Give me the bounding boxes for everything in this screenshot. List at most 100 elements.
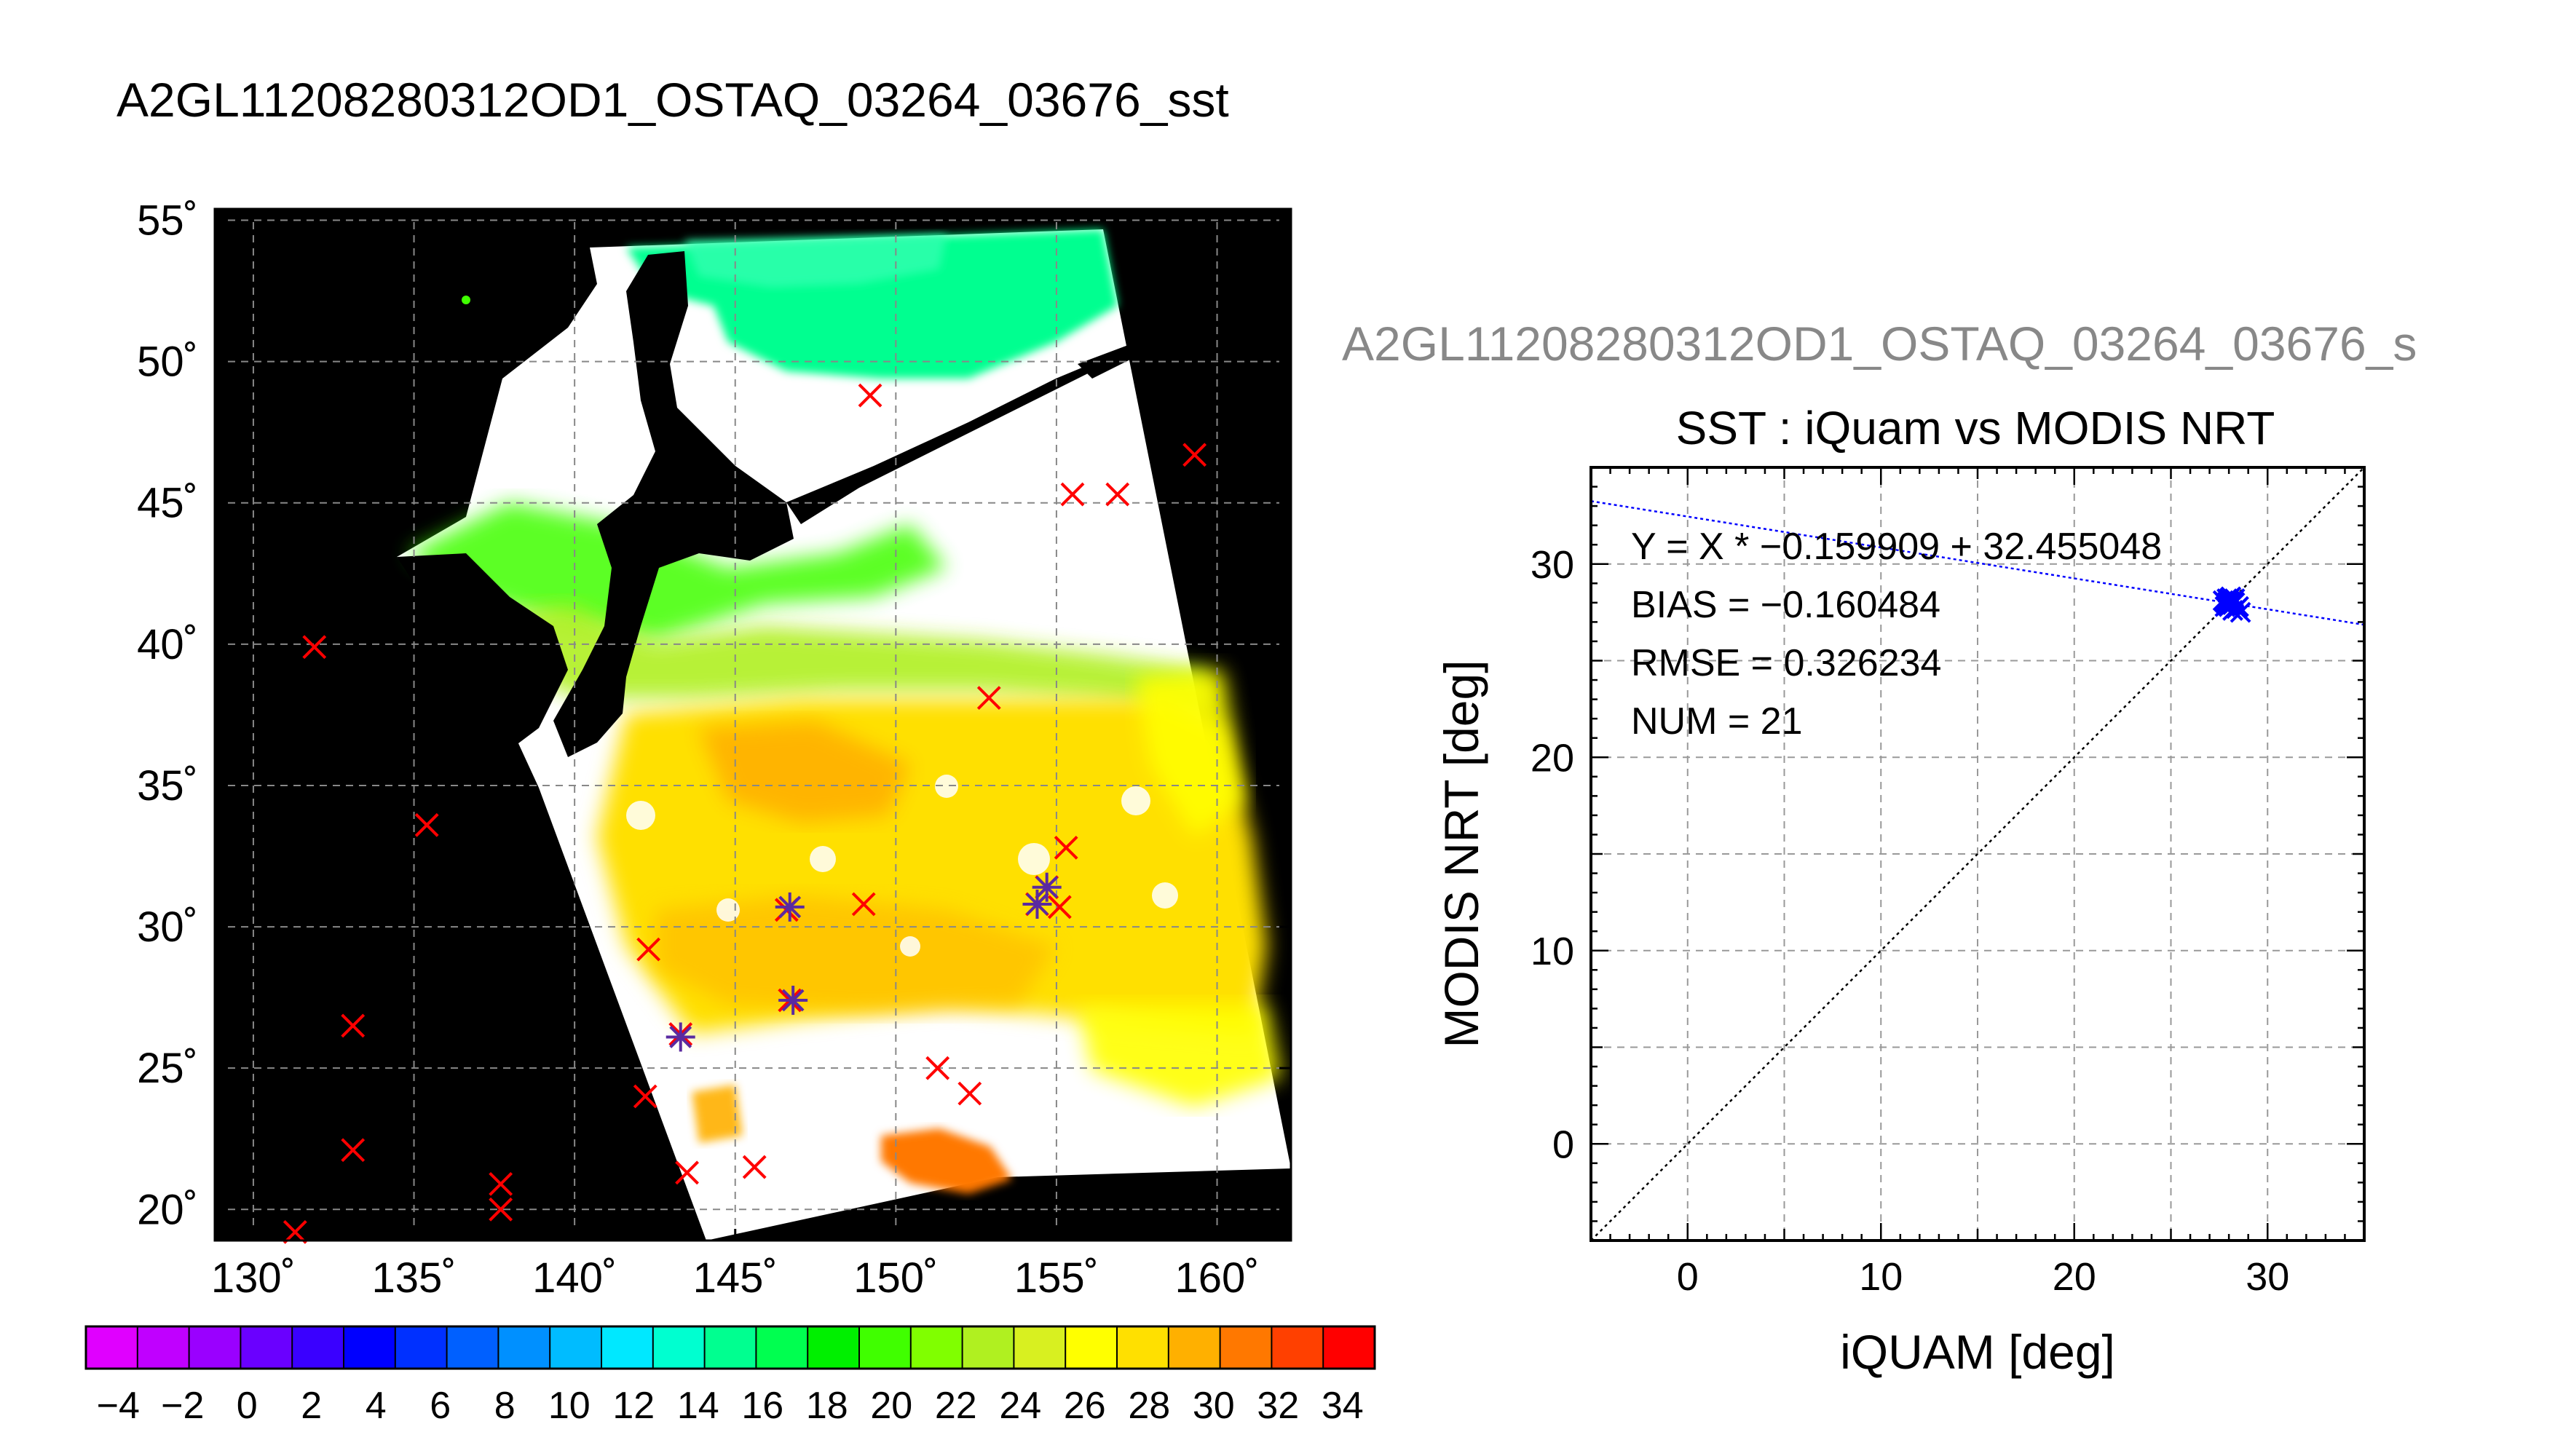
observation-x-marker	[633, 1084, 657, 1109]
colorbar-tick-label: 6	[430, 1385, 451, 1427]
colorbar-tick-label: 8	[494, 1385, 516, 1427]
observation-x-marker	[489, 1197, 513, 1222]
colorbar-tick-label: 30	[1193, 1385, 1235, 1427]
colorbar-cell	[652, 1326, 706, 1369]
land-sakhalin-hokkaido	[553, 251, 794, 757]
observation-markers	[283, 383, 1207, 1244]
colorbar-tick-label: 24	[999, 1385, 1041, 1427]
scatter-x-tick-label: 10	[1859, 1255, 1903, 1299]
matched-star-marker	[778, 986, 808, 1016]
observation-x-marker	[925, 1056, 950, 1080]
y-axis-label: MODIS NRT [deg]	[1434, 660, 1488, 1048]
colorbar-tick-label: −4	[97, 1385, 140, 1427]
scatter-x-tick-label: 20	[2053, 1255, 2096, 1299]
observation-x-marker	[957, 1081, 982, 1106]
sst-region-warm-core	[699, 721, 910, 823]
colorbar-cell	[550, 1326, 602, 1369]
colorbar-cell	[240, 1326, 293, 1369]
colorbar-cell	[1168, 1326, 1221, 1369]
sst-region-mid-lime	[466, 604, 1209, 713]
observation-x-marker	[1182, 443, 1207, 467]
observation-x-marker	[489, 1171, 513, 1196]
colorbar-tick-label: 32	[1257, 1385, 1299, 1427]
scatter-points	[2212, 586, 2251, 623]
marker-stroke	[1026, 893, 1049, 916]
marker-stroke	[489, 1197, 513, 1222]
observation-x-marker	[1047, 895, 1072, 919]
marker-stroke	[858, 383, 882, 408]
longitude-label: 145˚	[693, 1254, 778, 1302]
marker-stroke	[636, 937, 661, 962]
marker-stroke	[283, 1219, 307, 1244]
colorbar-tick-label: 16	[741, 1385, 783, 1427]
latitude-label: 35˚	[137, 762, 198, 810]
scatter-y-tick-label: 10	[1531, 930, 1574, 973]
sst-region-hotspot	[881, 1128, 1012, 1194]
colorbar-cell	[1065, 1326, 1118, 1369]
scatter-y-tick-label: 0	[1552, 1123, 1574, 1166]
marker-stroke	[489, 1171, 513, 1196]
marker-stroke	[302, 635, 327, 660]
scatter-plot: 0 10 20 30 0 10 20 30 Y = X * −0.159909 + 32.45…	[1434, 466, 2366, 1379]
colorbar-cell	[704, 1326, 757, 1369]
land-kuril-line	[786, 342, 1143, 524]
fit-equation: Y = X * −0.159909 + 32.455048	[1631, 526, 2162, 568]
colorbar-tick-label: 28	[1128, 1385, 1170, 1427]
x-axis-label: iQUAM [deg]	[1840, 1325, 2115, 1379]
observation-x-marker	[851, 892, 876, 917]
latitude-label: 55˚	[137, 197, 198, 245]
colorbar-cell	[1117, 1326, 1169, 1369]
longitude-label: 160˚	[1174, 1254, 1259, 1302]
sst-region-hotspot-edge	[692, 1085, 743, 1143]
longitude-label: 130˚	[211, 1254, 296, 1302]
colorbar-tick-label: 18	[806, 1385, 848, 1427]
observation-x-marker	[414, 812, 439, 837]
colorbar-tick-label: 20	[870, 1385, 912, 1427]
colorbar-cell	[137, 1326, 190, 1369]
matched-star-marker	[1032, 872, 1062, 902]
colorbar-cell	[498, 1326, 550, 1369]
colorbar-tick-label: 4	[366, 1385, 387, 1427]
marker-stroke	[778, 895, 802, 919]
marker-stroke	[675, 1160, 699, 1185]
matched-star-marker	[666, 1022, 695, 1052]
colorbar-tick-label: 0	[237, 1385, 258, 1427]
colorbar-tick-labels: −4 −2 0 2 4 6 8 10 12 14 16 18 20 22 24 26 28 30 32 34	[97, 1385, 1364, 1427]
colorbar-tick-label: 10	[548, 1385, 591, 1427]
scatter-x-tick-label: 30	[2246, 1255, 2289, 1299]
observation-x-marker	[1054, 835, 1078, 860]
latitude-label: 50˚	[137, 339, 198, 386]
observation-x-marker	[341, 1138, 366, 1163]
scatter-x-tick-label: 0	[1677, 1255, 1699, 1299]
colorbar-cells	[86, 1326, 1375, 1369]
sst-speck-west	[462, 296, 470, 304]
bias-text: BIAS = −0.160484	[1631, 584, 1940, 626]
observation-x-marker	[976, 686, 1001, 711]
main-title: A2GL11208280312OD1_OSTAQ_03264_03676_sst	[117, 73, 1229, 127]
sst-region-warm-south	[655, 895, 1056, 1012]
map-panel: 55˚ 50˚ 45˚ 40˚ 35˚ 30˚ 25˚ 20˚ 130˚ 135˚ 140˚ 145…	[137, 197, 1292, 1302]
latitude-label: 40˚	[137, 621, 198, 668]
marker-stroke	[742, 1155, 767, 1179]
scatter-header: A2GL11208280312OD1_OSTAQ_03264_03676_s	[1342, 317, 2417, 371]
colorbar-cell	[859, 1326, 912, 1369]
observation-x-marker	[1060, 482, 1085, 507]
marker-stroke	[1060, 482, 1085, 507]
marker-stroke	[976, 686, 1001, 711]
latitude-label: 30˚	[137, 903, 198, 951]
colorbar-cell	[189, 1326, 241, 1369]
cloud-specks	[626, 775, 1178, 957]
sst-region-north-light	[684, 234, 947, 288]
latitude-labels: 55˚ 50˚ 45˚ 40˚ 35˚ 30˚ 25˚ 20˚	[137, 197, 198, 1234]
land-kamchatka-edge	[1078, 342, 1150, 379]
scatter-point	[2218, 588, 2240, 609]
matched-star-marker	[1022, 890, 1052, 919]
sst-region-southeast	[1078, 1005, 1282, 1107]
marker-stroke	[669, 1026, 692, 1048]
colorbar-tick-label: 34	[1322, 1385, 1364, 1427]
scatter-title: SST : iQuam vs MODIS NRT	[1676, 402, 2275, 454]
colorbar-cell	[344, 1326, 396, 1369]
scatter-y-tick-label: 30	[1531, 543, 1574, 587]
colorbar-cell	[395, 1326, 448, 1369]
